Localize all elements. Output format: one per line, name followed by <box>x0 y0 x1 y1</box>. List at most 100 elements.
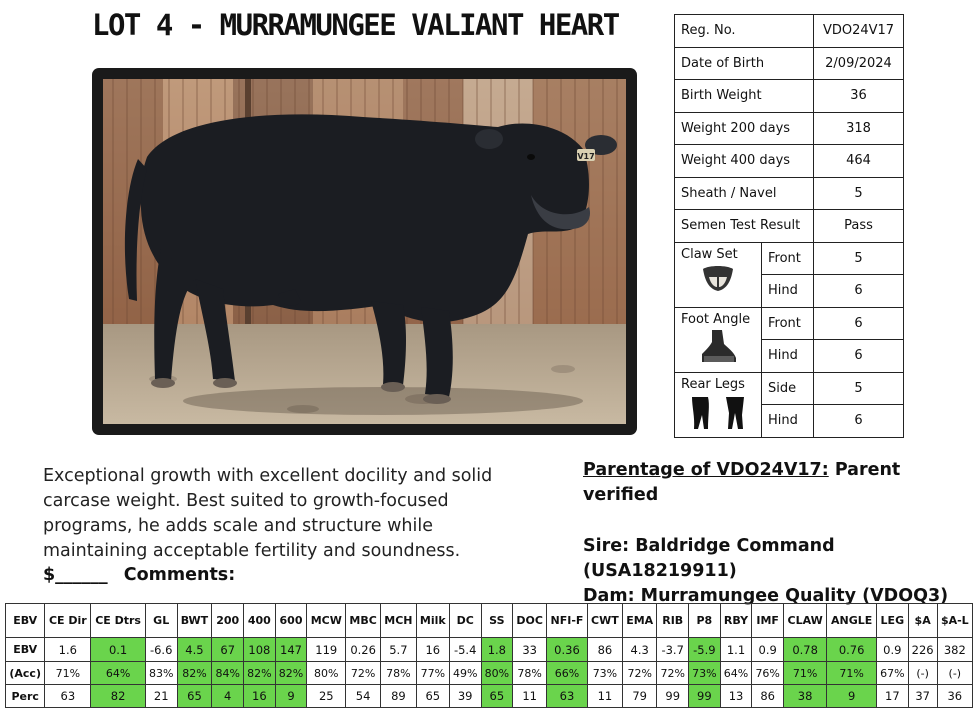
price-line: $______ Comments: <box>43 565 235 585</box>
ebv-header-cell: P8 <box>688 603 721 638</box>
ebv-header-cell: 600 <box>274 603 308 638</box>
rear-legs-cell: Rear Legs <box>674 371 762 438</box>
ebv-cell: 99 <box>656 684 690 708</box>
ebv-cell: 82 <box>90 684 146 708</box>
ebv-row: Perc 63 82 21 65 4 16 9 25 54 89 65 39 65 11 63 11 79 99 99… <box>4 684 974 708</box>
ebv-cell: 33 <box>512 637 548 662</box>
ebv-cell: 80% <box>306 661 347 685</box>
ebv-header-cell: EMA <box>621 603 658 638</box>
claw-icon <box>703 265 733 291</box>
price-blank: $______ <box>43 565 108 585</box>
ebv-header-cell: CE Dir <box>44 603 92 638</box>
ebv-cell: 21 <box>144 684 178 708</box>
ebv-cell: 78% <box>512 661 548 685</box>
ebv-cell: 76% <box>751 661 784 685</box>
ebv-cell: 77% <box>415 661 450 685</box>
ebv-cell: 65 <box>415 684 450 708</box>
ebv-cell: 16 <box>415 637 450 662</box>
detail-sub-label: Hind <box>761 404 814 438</box>
detail-value: VDO24V17 <box>813 14 904 48</box>
detail-label: Weight 200 days <box>674 111 814 145</box>
ebv-header-cell: IMF <box>751 603 784 638</box>
ebv-header-cell: ANGLE <box>826 603 877 638</box>
ebv-cell: 16 <box>243 684 276 708</box>
detail-value: 5 <box>813 176 904 210</box>
detail-value: 318 <box>813 111 904 145</box>
ebv-cell: 82% <box>274 661 308 685</box>
detail-sub-label: Side <box>761 371 814 405</box>
detail-row: Semen Test Result Pass <box>674 209 904 243</box>
ebv-cell: 11 <box>586 684 624 708</box>
hoof-icon <box>702 329 736 362</box>
detail-row: Reg. No. VDO24V17 <box>674 14 904 48</box>
ebv-cell: 64% <box>719 661 753 685</box>
ebv-cell: 4.5 <box>176 637 213 662</box>
ebv-header-cell: MCH <box>380 603 417 638</box>
claw-set-cell: Claw Set <box>674 241 762 308</box>
ebv-cell: 71% <box>44 661 92 685</box>
ebv-header-cell: 400 <box>243 603 276 638</box>
detail-row: Birth Weight 36 <box>674 79 904 113</box>
detail-value: Pass <box>813 209 904 243</box>
ebv-cell: 1.8 <box>480 637 514 662</box>
detail-row: Weight 200 days 318 <box>674 111 904 145</box>
ebv-cell: 66% <box>546 661 588 685</box>
detail-label: Reg. No. <box>674 14 814 48</box>
ebv-cell: 64% <box>90 661 146 685</box>
ebv-header-cell: BWT <box>176 603 213 638</box>
ebv-cell: 17 <box>876 684 909 708</box>
detail-row: Sheath / Navel 5 <box>674 176 904 210</box>
lot-title: LOT 4 - MURRAMUNGEE VALIANT HEART <box>92 8 620 42</box>
ebv-header-cell: DOC <box>512 603 548 638</box>
ebv-cell: 0.26 <box>345 637 382 662</box>
ebv-cell: 78% <box>380 661 417 685</box>
ebv-header-cell: DC <box>448 603 482 638</box>
ebv-cell: 4.3 <box>621 637 658 662</box>
ebv-header-cell: Milk <box>415 603 450 638</box>
ebv-cell: 73% <box>586 661 624 685</box>
parentage-label: Parentage of VDO24V17: <box>583 460 829 480</box>
detail-label: Weight 400 days <box>674 144 814 178</box>
lot-description: Exceptional growth with excellent docili… <box>43 466 493 561</box>
ebv-cell: 9 <box>274 684 308 708</box>
ebv-cell: 9 <box>826 684 877 708</box>
detail-label: Birth Weight <box>674 79 814 113</box>
ebv-header-cell: MCW <box>306 603 347 638</box>
ebv-cell: 80% <box>480 661 514 685</box>
claw-set-label: Claw Set <box>681 246 738 262</box>
ebv-cell: 25 <box>306 684 347 708</box>
ebv-cell: 108 <box>243 637 276 662</box>
detail-value: 6 <box>813 404 904 438</box>
ebv-cell: 0.36 <box>546 637 588 662</box>
ebv-header-cell: SS <box>480 603 514 638</box>
ebv-cell: 82% <box>176 661 213 685</box>
ebv-cell: 84% <box>211 661 245 685</box>
ebv-cell: 4 <box>211 684 245 708</box>
claw-icon <box>681 265 755 293</box>
ebv-cell: 0.78 <box>782 637 828 662</box>
ebv-header-cell: MBC <box>345 603 382 638</box>
ebv-cell: (-) <box>936 661 974 685</box>
ebv-cell: 11 <box>512 684 548 708</box>
ebv-cell: 1.1 <box>719 637 753 662</box>
ebv-header-cell: $A-L <box>936 603 974 638</box>
ebv-cell: 63 <box>546 684 588 708</box>
detail-value: 464 <box>813 144 904 178</box>
ebv-cell: 73% <box>688 661 721 685</box>
ebv-header-cell: CE Dtrs <box>90 603 146 638</box>
ebv-cell: 71% <box>826 661 877 685</box>
ebv-cell: 67% <box>876 661 909 685</box>
comments-label: Comments: <box>123 565 236 585</box>
ebv-cell: -3.7 <box>656 637 690 662</box>
black-bull-image: V17 <box>103 79 626 424</box>
detail-label: Date of Birth <box>674 46 814 80</box>
rear-legs-icon <box>681 395 755 431</box>
animal-details-table: Reg. No. VDO24V17 Date of Birth 2/09/2024 Bi… <box>674 14 904 438</box>
ebv-cell: 13 <box>719 684 753 708</box>
detail-sub-label: Hind <box>761 339 814 373</box>
ebv-cell: 79 <box>621 684 658 708</box>
ebv-cell: 72% <box>656 661 690 685</box>
detail-sub-label: Hind <box>761 274 814 308</box>
parentage-line: Parentage of VDO24V17: Parent verified <box>583 458 973 508</box>
ebv-table: EBV CE Dir CE Dtrs GL BWT 200 400 600 MCW MBC MCH M… <box>4 603 974 708</box>
